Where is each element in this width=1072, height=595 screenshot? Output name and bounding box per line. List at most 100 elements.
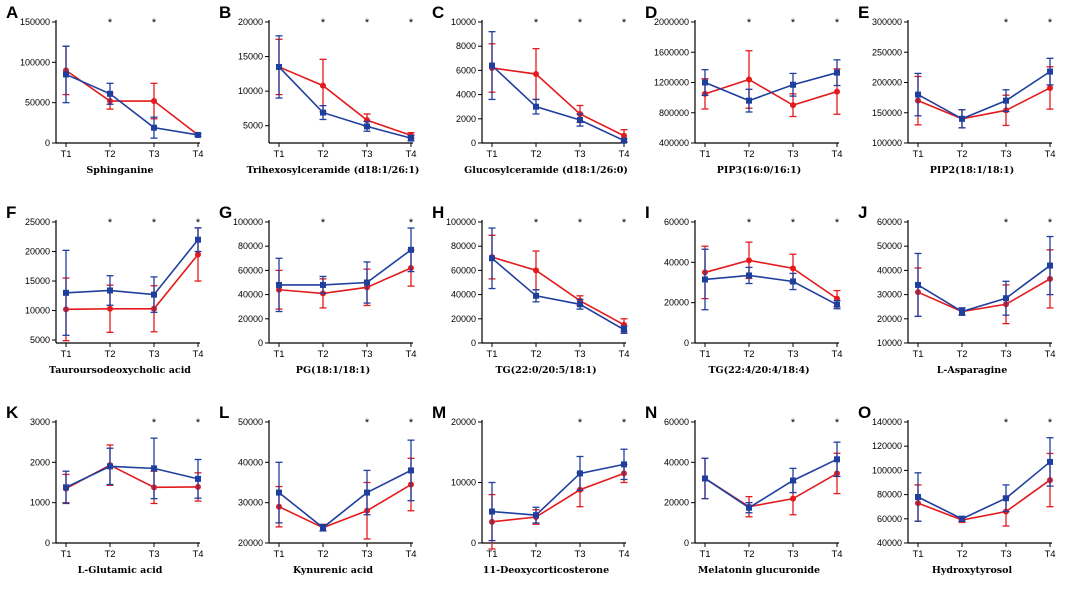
y-tick-label: 60000 xyxy=(664,217,689,227)
data-point xyxy=(621,326,627,333)
data-point xyxy=(915,494,921,501)
data-point xyxy=(1047,458,1053,465)
data-point xyxy=(63,289,69,296)
data-point xyxy=(63,484,69,491)
data-point xyxy=(107,305,113,312)
series-blue xyxy=(62,227,202,336)
series-line xyxy=(278,483,412,529)
panel-label: L xyxy=(219,403,229,422)
panel-label: C xyxy=(432,3,444,22)
data-point xyxy=(489,255,495,262)
series-line xyxy=(65,464,199,490)
y-tick-label: 20000 xyxy=(25,247,50,257)
y-tick-label: 40000 xyxy=(877,265,902,275)
series-blue xyxy=(275,439,415,532)
x-tick-label: T2 xyxy=(956,549,967,560)
data-point xyxy=(834,301,840,308)
y-tick-label: 100000 xyxy=(20,57,50,67)
significance-star: * xyxy=(791,17,796,29)
y-tick-label: 20000 xyxy=(877,314,902,324)
x-axis-title: TG(22:4/20:4/18:4) xyxy=(708,365,809,376)
series-line xyxy=(491,256,625,326)
series-blue xyxy=(488,448,628,542)
significance-star: * xyxy=(196,417,201,429)
data-point xyxy=(1003,495,1009,502)
data-point xyxy=(834,456,840,463)
data-point xyxy=(408,135,414,142)
series-line xyxy=(65,69,199,136)
data-point xyxy=(702,276,708,283)
significance-star: * xyxy=(321,17,326,29)
data-point xyxy=(364,489,370,496)
x-axis-title: L-Glutamic acid xyxy=(78,565,163,576)
significance-star: * xyxy=(1004,217,1009,229)
series-red xyxy=(701,452,841,518)
y-tick-label: 60000 xyxy=(238,265,263,275)
y-tick-label: 60000 xyxy=(451,265,476,275)
y-tick-label: 80000 xyxy=(451,241,476,251)
y-tick-label: 40000 xyxy=(451,290,476,300)
panel-label: M xyxy=(432,403,446,422)
x-tick-label: T3 xyxy=(787,149,798,160)
series-red xyxy=(62,45,202,138)
y-tick-label: 40000 xyxy=(664,457,689,467)
y-tick-label: 80000 xyxy=(877,490,902,500)
series-line xyxy=(491,64,625,142)
x-axis-title: TG(22:0/20:5/18:1) xyxy=(495,365,596,376)
significance-star: * xyxy=(747,17,752,29)
panel-h: H 0 20000 40000 60000 80000 100000 T1 T2 * T3 * T4 * T… xyxy=(432,203,630,376)
y-tick-label: 20000 xyxy=(664,298,689,308)
data-point xyxy=(320,82,326,89)
data-point xyxy=(746,97,752,104)
series-line xyxy=(491,472,625,523)
x-tick-label: T2 xyxy=(743,549,754,560)
x-tick-label: T4 xyxy=(405,149,416,160)
y-tick-label: 2000 xyxy=(30,457,50,467)
series-blue xyxy=(488,31,628,144)
panel-label: B xyxy=(219,3,231,22)
data-point xyxy=(621,137,627,144)
data-point xyxy=(577,470,583,477)
data-point xyxy=(577,301,583,308)
data-point xyxy=(151,465,157,472)
x-tick-label: T1 xyxy=(699,549,710,560)
x-tick-label: T2 xyxy=(317,549,328,560)
series-blue xyxy=(701,59,841,113)
panel-i: I 0 20000 40000 60000 T1 T2 * T3 * T4 * TG(22:4/20:4… xyxy=(645,203,843,376)
series-blue xyxy=(914,437,1054,522)
series-red xyxy=(701,241,841,308)
data-point xyxy=(790,265,796,272)
y-tick-label: 80000 xyxy=(238,241,263,251)
series-blue xyxy=(275,35,415,142)
y-tick-label: 1000 xyxy=(30,498,50,508)
series-red xyxy=(701,50,841,118)
panel-label: G xyxy=(219,203,232,222)
significance-star: * xyxy=(1004,417,1009,429)
panel-c: C 0 2000 4000 6000 8000 10000 T1 T2 * T3 * T4 * Glucos… xyxy=(432,3,630,176)
series-red xyxy=(914,249,1054,325)
y-tick-label: 6000 xyxy=(456,65,476,75)
series-red xyxy=(275,457,415,540)
y-tick-label: 40000 xyxy=(238,457,263,467)
y-tick-label: 40000 xyxy=(664,257,689,267)
series-line xyxy=(65,253,199,311)
x-tick-label: T1 xyxy=(912,349,923,360)
panel-label: K xyxy=(6,403,19,422)
x-tick-label: T4 xyxy=(192,549,203,560)
x-tick-label: T4 xyxy=(1044,149,1055,160)
y-tick-label: 20000 xyxy=(238,538,263,548)
data-point xyxy=(151,124,157,131)
series-line xyxy=(704,71,838,102)
data-point xyxy=(533,267,539,274)
x-tick-label: T1 xyxy=(273,149,284,160)
data-point xyxy=(320,109,326,116)
x-tick-label: T3 xyxy=(1000,549,1011,560)
y-tick-label: 100000 xyxy=(233,217,263,227)
x-tick-label: T4 xyxy=(618,549,629,560)
y-tick-label: 0 xyxy=(684,538,689,548)
data-point xyxy=(195,475,201,482)
panel-f: F 5000 10000 15000 20000 25000 T1 T2 * T3 * T4 * Taur… xyxy=(6,203,204,376)
series-line xyxy=(65,239,199,296)
y-tick-label: 2000 xyxy=(456,114,476,124)
